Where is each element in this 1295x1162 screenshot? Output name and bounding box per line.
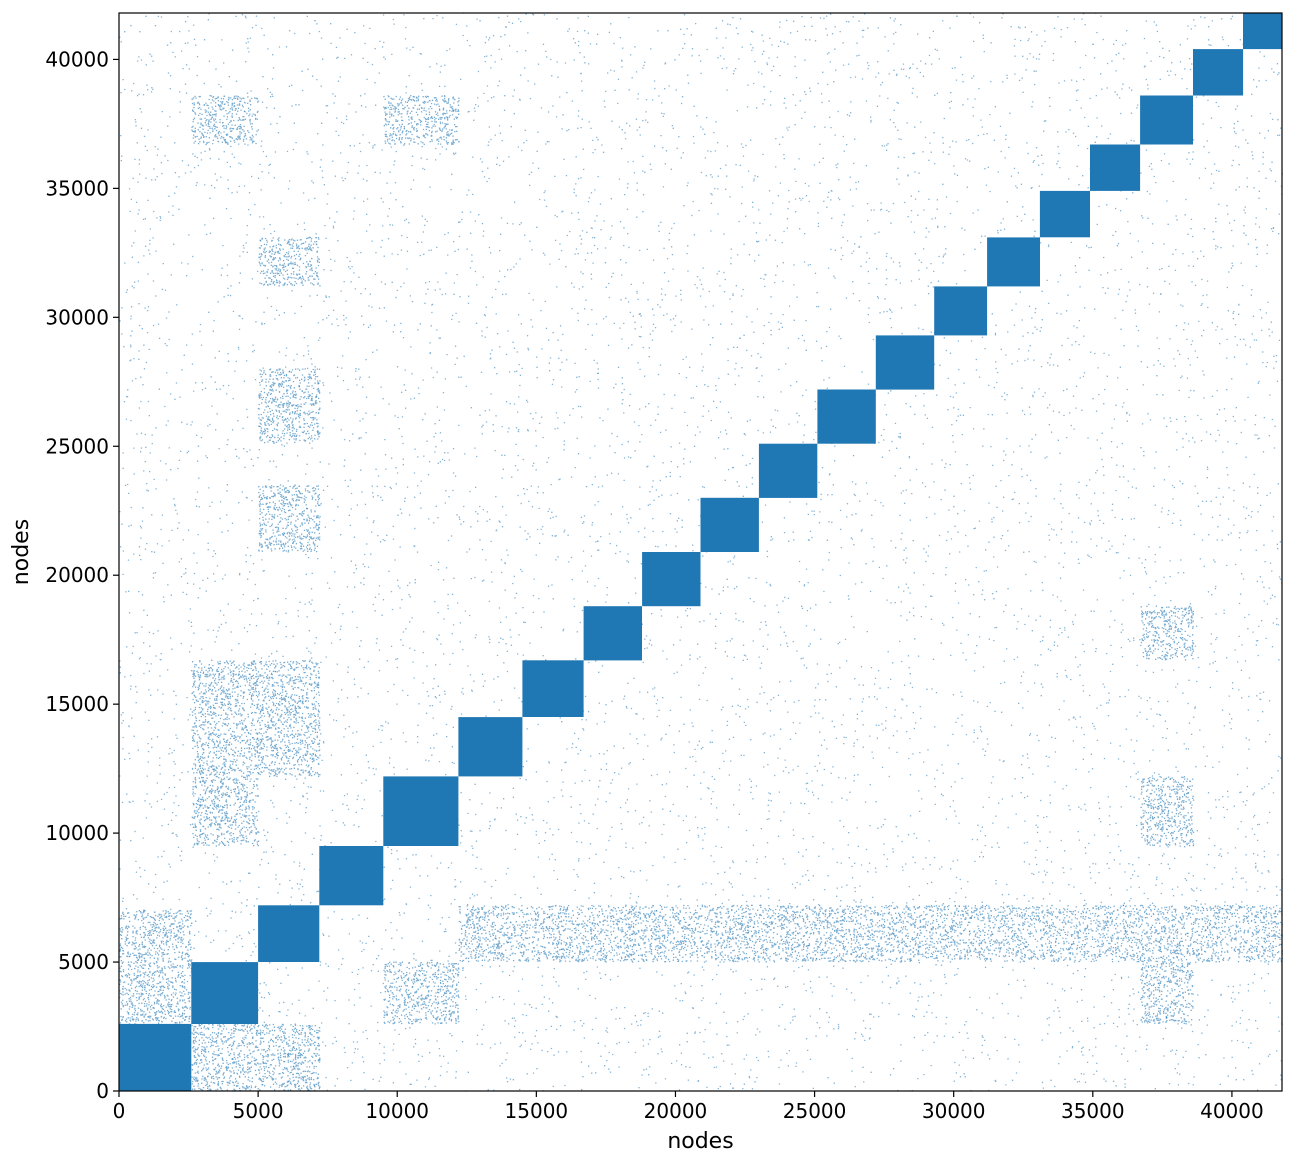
dense-region-10 (383, 94, 460, 146)
dense-region-2 (191, 775, 260, 847)
y-tick-label: 30000 (45, 305, 109, 329)
diagonal-community-blocks (119, 13, 1282, 1091)
community-block-14 (987, 237, 1040, 287)
community-block-11 (817, 389, 876, 444)
x-tick-label: 30000 (922, 1099, 986, 1123)
x-tick-label: 15000 (505, 1099, 569, 1123)
dense-region-6 (258, 368, 321, 444)
community-block-15 (1039, 190, 1090, 238)
x-tick-label: 5000 (233, 1099, 284, 1123)
community-block-17 (1140, 95, 1193, 145)
community-block-8 (642, 552, 701, 607)
dense-region-4 (258, 659, 321, 778)
community-block-13 (934, 286, 988, 336)
dense-region-7 (258, 236, 321, 287)
dense-region-9 (383, 961, 460, 1025)
x-tick-label: 0 (113, 1099, 126, 1123)
x-tick-label: 20000 (644, 1099, 708, 1123)
y-tick-label: 40000 (45, 47, 109, 71)
community-block-5 (458, 717, 523, 777)
y-tick-label: 35000 (45, 176, 109, 200)
y-axis-ticks: 0 5000 10000 15000 20000 25000 30000 35000 40000 (45, 47, 119, 1103)
dense-region-0 (119, 909, 193, 1025)
community-block-12 (875, 335, 935, 390)
x-tick-label: 25000 (783, 1099, 847, 1123)
off-diagonal-dense-points (119, 94, 1283, 1092)
community-block-3 (319, 846, 384, 906)
plot-area (118, 12, 1283, 1092)
dense-region-8 (191, 94, 260, 146)
dense-region-12 (1140, 775, 1195, 847)
y-tick-label: 10000 (45, 821, 109, 845)
x-tick-label: 35000 (1061, 1099, 1125, 1123)
dense-region-13 (1140, 605, 1195, 661)
community-block-1 (191, 962, 259, 1024)
community-block-18 (1193, 49, 1244, 96)
y-axis-label: nodes (9, 519, 34, 585)
y-tick-label: 15000 (45, 692, 109, 716)
y-tick-label: 25000 (45, 434, 109, 458)
community-block-16 (1090, 144, 1141, 191)
dense-region-1 (191, 1023, 321, 1092)
community-block-19 (1243, 13, 1282, 50)
x-axis-label: nodes (667, 1129, 733, 1154)
x-axis-ticks: 0 5000 10000 15000 20000 25000 30000 35000 40000 (113, 1091, 1264, 1123)
community-block-4 (383, 776, 459, 846)
y-tick-label: 20000 (45, 563, 109, 587)
community-block-7 (583, 606, 642, 661)
community-block-10 (758, 443, 818, 498)
x-tick-label: 10000 (365, 1099, 429, 1123)
x-tick-label: 40000 (1200, 1099, 1264, 1123)
community-block-9 (700, 497, 759, 552)
y-tick-label: 5000 (58, 950, 109, 974)
dense-region-5 (258, 484, 321, 553)
dense-region-14 (1140, 961, 1194, 1025)
plot-frame (118, 12, 1283, 1092)
dense-region-3 (191, 659, 260, 777)
community-block-2 (258, 905, 320, 962)
community-block-0 (119, 1023, 192, 1091)
y-tick-label: 0 (96, 1079, 109, 1103)
dense-region-11 (458, 904, 1283, 963)
community-block-6 (522, 660, 584, 717)
